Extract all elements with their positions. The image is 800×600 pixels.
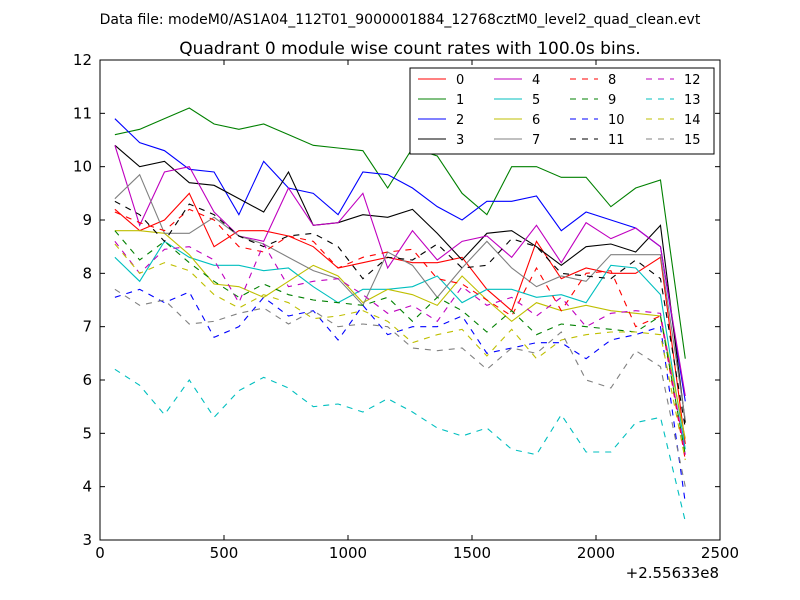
axes-frame: [99, 59, 721, 541]
series-line-15: [114, 288, 686, 487]
legend-label-0: 0: [456, 73, 464, 88]
legend-label-5: 5: [532, 93, 540, 108]
series-line-12: [114, 240, 686, 455]
legend-label-2: 2: [456, 113, 464, 128]
legend-label-12: 12: [684, 73, 701, 88]
y-tick-label: 8: [82, 264, 92, 282]
x-tick-label: 1500: [453, 544, 491, 562]
y-tick-label: 10: [73, 158, 92, 176]
legend-label-7: 7: [532, 133, 540, 148]
series-line-13: [114, 368, 686, 522]
data-file-suptitle: Data file: modeM0/AS1A04_112T01_90000018…: [100, 12, 701, 28]
x-tick-label: 0: [95, 544, 105, 562]
y-tick-label: 5: [82, 424, 92, 442]
y-tick-label: 4: [82, 478, 92, 496]
legend-label-8: 8: [608, 73, 616, 88]
legend-label-15: 15: [684, 133, 701, 148]
x-tick-label: 2000: [577, 544, 615, 562]
legend-label-1: 1: [456, 93, 464, 108]
legend-label-14: 14: [684, 113, 701, 128]
series-line-11: [114, 200, 686, 429]
x-tick-label: 2500: [701, 544, 739, 562]
series-line-1: [114, 107, 686, 359]
series-line-5: [114, 240, 686, 450]
chart-title: Quadrant 0 module wise count rates with …: [179, 39, 640, 59]
legend-label-6: 6: [532, 113, 540, 128]
legend-label-11: 11: [608, 133, 625, 148]
x-offset-label: +2.55633e8: [626, 564, 719, 582]
y-tick-label: 12: [73, 51, 92, 69]
series-line-2: [114, 118, 686, 402]
legend-frame: [409, 67, 715, 155]
legend-label-9: 9: [608, 93, 616, 108]
series-line-14: [114, 243, 686, 461]
y-tick-label: 11: [73, 104, 92, 122]
legend-label-3: 3: [456, 133, 464, 148]
legend-label-4: 4: [532, 73, 540, 88]
y-tick-label: 6: [82, 371, 92, 389]
legend-label-13: 13: [684, 93, 701, 108]
series-line-0: [114, 192, 686, 445]
plot-area: [114, 107, 686, 522]
x-tick-label: 1000: [329, 544, 367, 562]
y-tick-label: 3: [82, 531, 92, 549]
y-tick-label: 9: [82, 211, 92, 229]
series-line-10: [114, 288, 686, 503]
legend-label-10: 10: [608, 113, 625, 128]
series-line-6: [114, 230, 686, 439]
series-line-8: [114, 208, 686, 461]
series-line-4: [114, 145, 686, 397]
y-tick-label: 7: [82, 318, 92, 336]
series-line-3: [114, 144, 686, 423]
series-line-9: [114, 230, 686, 455]
x-tick-label: 500: [210, 544, 239, 562]
